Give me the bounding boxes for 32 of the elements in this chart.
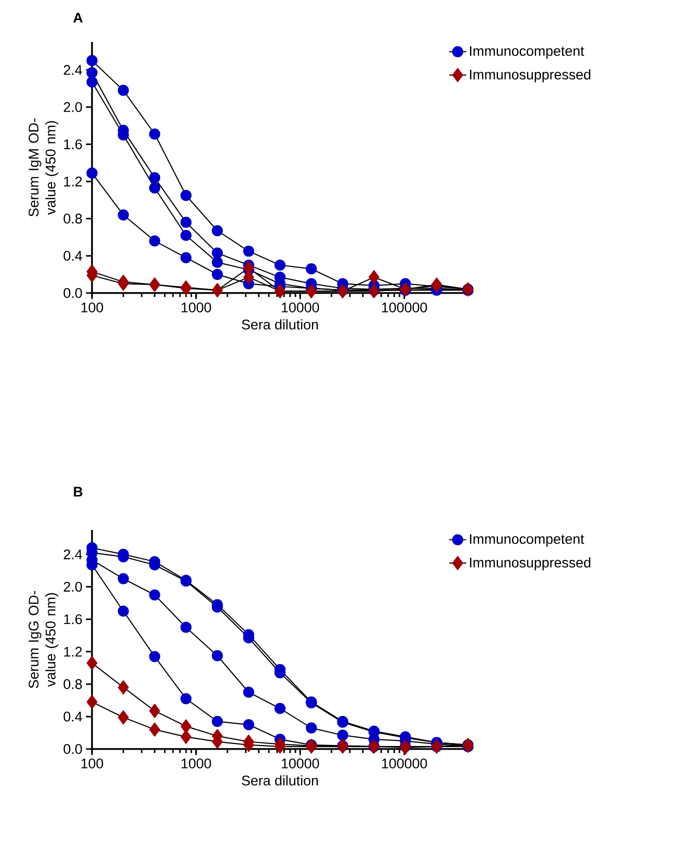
y-tick-label: 1.6: [64, 614, 82, 624]
y-tick-label: 1.2: [64, 176, 82, 186]
y-tick-label: 1.6: [64, 139, 82, 150]
y-tick-label: 0.8: [64, 214, 82, 224]
x-tick-label: 100000: [382, 302, 427, 312]
legend-label: Immunocompetent: [470, 46, 584, 59]
chart-title: B: [74, 486, 82, 497]
y-tick-label: 2.4: [64, 549, 82, 560]
legend-label: Immunosuppressed: [470, 69, 590, 82]
chart-title: A: [73, 12, 83, 23]
x-axis-title: Sera dilution: [242, 319, 318, 330]
y-tick-label: 0.0: [64, 288, 82, 298]
y-tick-label: 0.4: [64, 712, 82, 722]
y-tick-label: 0.0: [64, 744, 82, 754]
y-tick-label: 2.0: [64, 102, 82, 112]
legend-label: Immunosuppressed: [470, 557, 590, 570]
y-tick-label: 0.4: [64, 250, 82, 261]
x-tick-label: 1000: [182, 758, 212, 768]
x-tick-label: 10000: [282, 302, 320, 312]
x-tick-label: 100: [81, 758, 104, 768]
x-tick-label: 100: [81, 302, 104, 312]
x-tick-label: 1000: [182, 302, 212, 312]
x-tick-label: 100000: [382, 758, 427, 768]
legend-label: Immunocompetent: [470, 534, 584, 547]
y-axis-title: Serum IgG OD-value (450 nm): [28, 590, 58, 688]
y-tick-label: 0.8: [64, 679, 82, 690]
y-tick-label: 1.2: [64, 646, 82, 657]
y-tick-label: 2.0: [64, 582, 82, 592]
x-axis-title: Sera dilution: [242, 775, 318, 786]
y-tick-label: 2.4: [64, 65, 82, 75]
y-axis-title: Serum IgM OD-value (450 nm): [28, 118, 58, 216]
x-tick-label: 10000: [282, 758, 320, 768]
